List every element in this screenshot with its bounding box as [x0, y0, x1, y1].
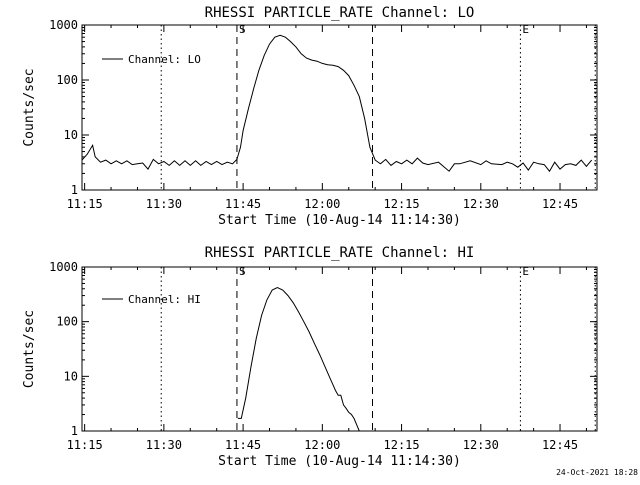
- time-marker-label: E: [522, 265, 529, 278]
- hi-channel-panel: RHESSI PARTICLE_RATE Channel: HI 1 10 100 10…: [22, 245, 598, 469]
- x-tick-label: 12:00: [304, 438, 340, 452]
- x-tick-label: 12:45: [542, 197, 578, 211]
- y-tick-label: 100: [56, 73, 78, 87]
- time-marker-label: E: [522, 23, 529, 36]
- x-tick-label: 11:15: [67, 438, 103, 452]
- chart-title: RHESSI PARTICLE_RATE Channel: HI: [205, 245, 475, 261]
- x-tick-label: 11:30: [146, 438, 182, 452]
- x-tick-label: 11:45: [225, 438, 261, 452]
- particle-rate-series-line: [237, 287, 360, 432]
- legend-label: Channel: HI: [128, 293, 201, 306]
- y-axis-label: Counts/sec: [22, 310, 37, 388]
- plot-frame: [81, 24, 598, 191]
- y-tick-label: 1000: [49, 18, 78, 32]
- legend-label: Channel: LO: [128, 53, 201, 66]
- y-tick-label: 1: [71, 183, 78, 197]
- y-tick-label: 1000: [49, 260, 78, 274]
- x-tick-label: 11:15: [67, 197, 103, 211]
- time-marker-label: S: [239, 23, 246, 36]
- x-axis-label: Start Time (10-Aug-14 11:14:30): [218, 454, 461, 469]
- time-marker-label: S: [239, 265, 246, 278]
- x-tick-label: 12:30: [463, 197, 499, 211]
- y-tick-label: 10: [64, 128, 78, 142]
- x-tick-label: 12:00: [304, 197, 340, 211]
- lo-channel-panel: RHESSI PARTICLE_RATE Channel: LO 1 10 100 10…: [22, 5, 598, 228]
- particle-rate-series-line: [81, 34, 593, 173]
- x-tick-label: 12:30: [463, 438, 499, 452]
- plot-frame: [81, 266, 598, 432]
- x-tick-label: 11:30: [146, 197, 182, 211]
- chart-title: RHESSI PARTICLE_RATE Channel: LO: [205, 5, 475, 21]
- y-axis-label: Counts/sec: [22, 68, 37, 146]
- x-tick-label: 12:45: [542, 438, 578, 452]
- y-tick-label: 1: [71, 424, 78, 438]
- y-tick-label: 100: [56, 315, 78, 329]
- x-tick-label: 11:45: [225, 197, 261, 211]
- x-tick-label: 12:15: [384, 197, 420, 211]
- x-axis-label: Start Time (10-Aug-14 11:14:30): [218, 213, 461, 228]
- timestamp-footer: 24-Oct-2021 18:28: [556, 468, 638, 477]
- x-tick-label: 12:15: [384, 438, 420, 452]
- y-tick-label: 10: [64, 369, 78, 383]
